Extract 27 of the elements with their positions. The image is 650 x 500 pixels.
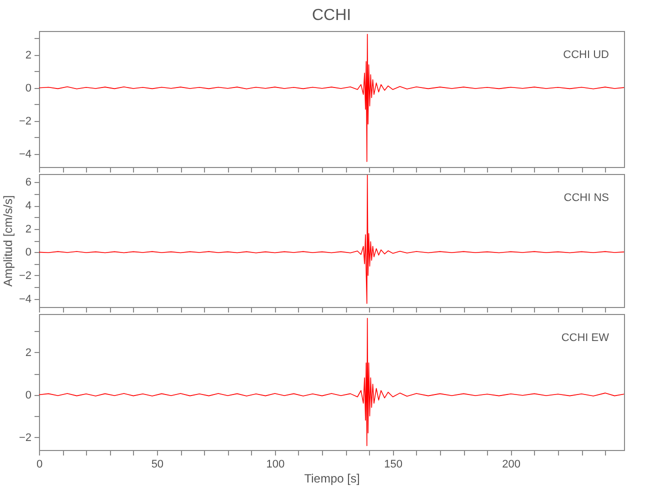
line-series xyxy=(39,34,624,162)
annotation: CCHI EW xyxy=(561,332,610,344)
y-tick-label: 2 xyxy=(25,49,32,62)
x-axis-title: Tiempo [s] xyxy=(304,472,360,486)
y-tick-label: −2 xyxy=(18,432,32,444)
x-tick-label: 200 xyxy=(502,458,520,470)
y-tick-label: −2 xyxy=(18,270,32,282)
y-tick-label: −4 xyxy=(18,293,32,306)
y-tick-label: 2 xyxy=(25,346,32,359)
y-tick-label: 2 xyxy=(25,223,32,236)
x-tick-label: 50 xyxy=(151,458,164,470)
x-tick-label: 0 xyxy=(36,458,43,470)
y-axis-title: Amplitud [cm/s/s] xyxy=(0,195,15,287)
y-tick-label: 4 xyxy=(25,200,32,212)
y-tick-label: 0 xyxy=(25,389,32,402)
y-tick-label: −2 xyxy=(18,115,32,128)
annotation: CCHI NS xyxy=(564,192,609,204)
chart-title: CCHI xyxy=(312,7,352,24)
line-series xyxy=(39,174,624,304)
x-tick-label: 100 xyxy=(266,458,285,470)
annotation: CCHI UD xyxy=(563,49,610,61)
x-tick-label: 150 xyxy=(384,458,403,470)
y-tick-label: 0 xyxy=(25,246,32,259)
y-tick-label: 0 xyxy=(25,82,32,94)
line-series xyxy=(39,318,624,446)
y-tick-label: 6 xyxy=(25,176,32,189)
y-tick-label: −4 xyxy=(18,148,32,160)
